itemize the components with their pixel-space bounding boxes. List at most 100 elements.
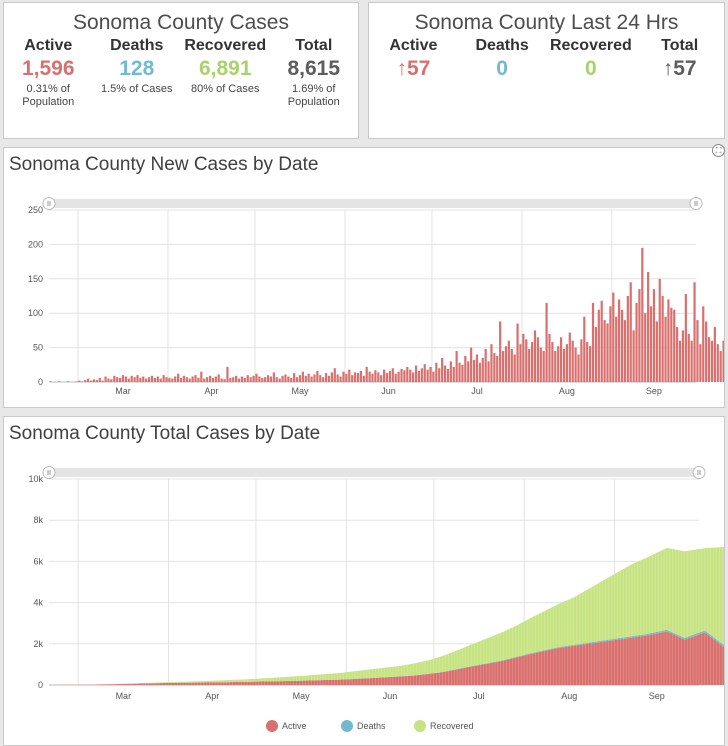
new-cases-bar[interactable] bbox=[284, 374, 287, 382]
new-cases-bar[interactable] bbox=[664, 316, 667, 382]
new-cases-bar[interactable] bbox=[536, 337, 539, 382]
new-cases-bar[interactable] bbox=[240, 376, 244, 382]
new-cases-bar[interactable] bbox=[661, 296, 664, 382]
new-cases-bar[interactable] bbox=[565, 344, 568, 382]
new-cases-bar[interactable] bbox=[501, 351, 505, 382]
new-cases-bar[interactable] bbox=[359, 370, 362, 382]
new-cases-bar[interactable] bbox=[249, 377, 252, 382]
new-cases-bar[interactable] bbox=[423, 364, 426, 382]
new-cases-bar[interactable] bbox=[470, 347, 473, 382]
new-cases-bar[interactable] bbox=[177, 373, 180, 382]
new-cases-bar[interactable] bbox=[493, 353, 496, 382]
new-cases-bar[interactable] bbox=[707, 337, 711, 382]
new-cases-bar[interactable] bbox=[217, 374, 220, 382]
new-cases-bar[interactable] bbox=[629, 282, 632, 382]
new-cases-bar[interactable] bbox=[252, 375, 255, 382]
new-cases-bar[interactable] bbox=[136, 375, 139, 382]
new-cases-bar[interactable] bbox=[603, 320, 606, 382]
new-cases-bar[interactable] bbox=[214, 376, 217, 382]
new-cases-bar[interactable] bbox=[304, 375, 307, 382]
new-cases-bar[interactable] bbox=[443, 365, 447, 382]
new-cases-bar[interactable] bbox=[586, 342, 589, 382]
new-cases-bar[interactable] bbox=[261, 377, 264, 382]
new-cases-bar[interactable] bbox=[290, 377, 293, 382]
new-cases-bar[interactable] bbox=[655, 321, 658, 382]
new-cases-bar[interactable] bbox=[383, 369, 386, 382]
new-cases-bar[interactable] bbox=[127, 378, 130, 382]
new-cases-bar[interactable] bbox=[562, 348, 566, 382]
new-cases-bar[interactable] bbox=[557, 346, 560, 382]
new-cases-bar[interactable] bbox=[400, 368, 403, 382]
new-cases-bar[interactable] bbox=[330, 372, 333, 382]
new-cases-bar[interactable] bbox=[316, 370, 319, 382]
new-cases-bar[interactable] bbox=[229, 377, 232, 382]
new-cases-bar[interactable] bbox=[528, 348, 531, 382]
new-cases-bar[interactable] bbox=[632, 330, 635, 382]
new-cases-bar[interactable] bbox=[559, 337, 563, 382]
new-cases-bar[interactable] bbox=[644, 313, 647, 382]
new-cases-bar[interactable] bbox=[455, 351, 458, 382]
new-cases-bar[interactable] bbox=[626, 296, 629, 382]
new-cases-bar[interactable] bbox=[681, 330, 685, 382]
new-cases-bar[interactable] bbox=[438, 368, 441, 382]
new-cases-bar[interactable] bbox=[496, 355, 499, 382]
new-cases-bar[interactable] bbox=[301, 371, 304, 382]
new-cases-bar[interactable] bbox=[258, 376, 261, 382]
new-cases-bar[interactable] bbox=[298, 375, 302, 382]
new-cases-bar[interactable] bbox=[412, 372, 415, 382]
new-cases-bar[interactable] bbox=[368, 371, 371, 382]
new-cases-bar[interactable] bbox=[609, 306, 612, 382]
new-cases-bar[interactable] bbox=[113, 375, 116, 382]
new-cases-bar[interactable] bbox=[307, 373, 310, 382]
new-cases-bar[interactable] bbox=[484, 348, 487, 382]
new-cases-bar[interactable] bbox=[92, 379, 96, 382]
new-cases-bar[interactable] bbox=[281, 375, 284, 382]
new-cases-bar[interactable] bbox=[124, 376, 127, 382]
new-cases-bar[interactable] bbox=[278, 378, 281, 382]
new-cases-bar[interactable] bbox=[348, 369, 351, 382]
new-cases-bar[interactable] bbox=[426, 369, 429, 382]
range-handle[interactable] bbox=[692, 466, 706, 479]
new-cases-bar[interactable] bbox=[670, 307, 673, 382]
new-cases-bar[interactable] bbox=[156, 376, 159, 382]
new-cases-bar[interactable] bbox=[342, 371, 345, 382]
new-cases-bar[interactable] bbox=[339, 376, 342, 382]
new-cases-bar[interactable] bbox=[313, 374, 316, 382]
new-cases-bar[interactable] bbox=[179, 377, 183, 382]
new-cases-bar[interactable] bbox=[487, 361, 490, 382]
new-cases-bar[interactable] bbox=[475, 354, 479, 382]
new-cases-bar[interactable] bbox=[504, 346, 508, 382]
new-cases-bar[interactable] bbox=[690, 340, 693, 382]
new-cases-bar[interactable] bbox=[713, 326, 716, 382]
new-cases-bar[interactable] bbox=[539, 347, 542, 382]
new-cases-bar[interactable] bbox=[574, 347, 577, 382]
new-cases-bar[interactable] bbox=[208, 375, 212, 382]
new-cases-bar[interactable] bbox=[295, 377, 299, 382]
new-cases-bar[interactable] bbox=[388, 370, 392, 382]
new-cases-bar[interactable] bbox=[615, 316, 618, 382]
new-cases-bar[interactable] bbox=[89, 380, 93, 382]
new-cases-bar[interactable] bbox=[121, 375, 125, 382]
new-cases-bar[interactable] bbox=[583, 316, 586, 382]
new-cases-bar[interactable] bbox=[458, 362, 461, 382]
range-scrollbar[interactable] bbox=[49, 199, 696, 208]
new-cases-bar[interactable] bbox=[203, 378, 206, 382]
new-cases-bar[interactable] bbox=[449, 361, 452, 382]
new-cases-bar[interactable] bbox=[716, 344, 719, 382]
new-cases-bar[interactable] bbox=[81, 381, 84, 382]
new-cases-bar[interactable] bbox=[133, 377, 136, 382]
new-cases-bar[interactable] bbox=[594, 326, 598, 382]
new-cases-bar[interactable] bbox=[211, 377, 215, 382]
new-cases-bar[interactable] bbox=[618, 299, 621, 382]
new-cases-bar[interactable] bbox=[374, 370, 377, 382]
new-cases-bar[interactable] bbox=[397, 371, 400, 382]
new-cases-bar[interactable] bbox=[673, 309, 676, 382]
new-cases-bar[interactable] bbox=[429, 366, 432, 382]
new-cases-bar[interactable] bbox=[533, 330, 537, 382]
new-cases-bar[interactable] bbox=[243, 377, 246, 382]
new-cases-bar[interactable] bbox=[147, 377, 151, 382]
new-cases-bar[interactable] bbox=[185, 377, 188, 382]
new-cases-bar[interactable] bbox=[641, 247, 644, 382]
new-cases-bar[interactable] bbox=[118, 377, 122, 382]
new-cases-bar[interactable] bbox=[446, 368, 450, 382]
